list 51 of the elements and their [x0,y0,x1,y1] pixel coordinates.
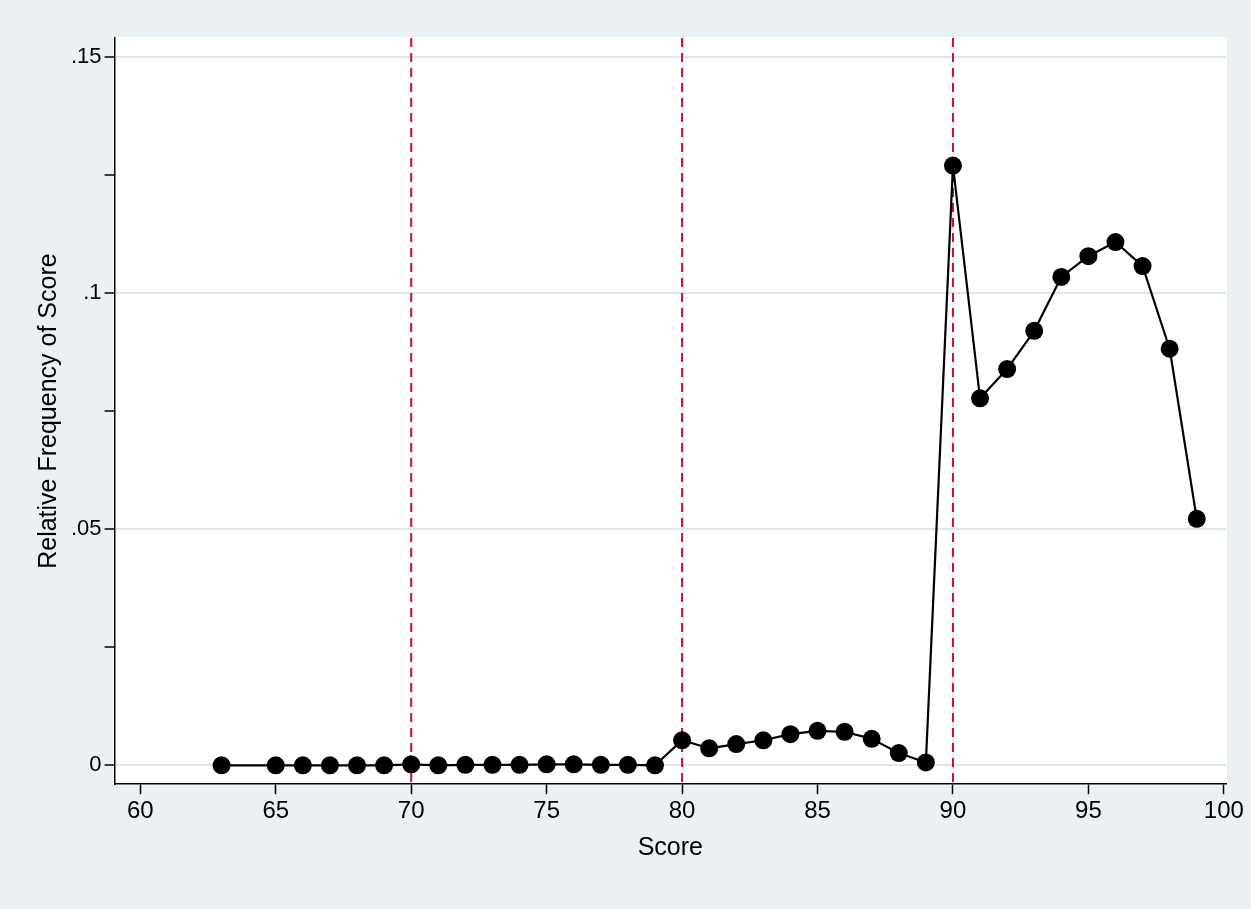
point [754,731,773,750]
point [456,755,475,774]
point [673,731,692,750]
point [510,755,529,774]
x-tick-label: 75 [533,796,560,824]
x-tick-label: 90 [939,796,967,824]
x-tick-label: 95 [1075,796,1102,824]
point [781,725,800,744]
point [618,755,637,774]
point [943,156,962,175]
x-tick-label: 60 [126,796,154,824]
point [700,739,719,758]
point [591,755,610,774]
point [293,756,312,775]
point [483,755,502,774]
x-tick-label: 80 [668,796,696,824]
point [1106,233,1125,252]
point [1133,257,1152,276]
point [998,360,1017,379]
point [1187,509,1206,528]
point [212,756,231,775]
point [916,753,935,772]
point [320,756,339,775]
point [645,756,664,775]
x-tick-label: 85 [804,796,831,824]
point [402,755,421,774]
point [808,721,827,740]
point [862,729,881,748]
x-tick-label: 70 [397,796,425,824]
point [889,744,908,763]
y-tick-label: .05 [70,515,102,541]
point [375,756,394,775]
point [971,389,990,408]
point [1160,339,1179,358]
point [266,756,285,775]
y-axis-title: Relative Frequency of Score [32,253,61,569]
point [537,755,556,774]
point [1052,267,1071,286]
point [1079,247,1098,266]
point [564,755,583,774]
point [348,756,367,775]
x-tick-label: 65 [262,796,290,824]
y-tick-label: .1 [83,279,102,305]
point [727,735,746,754]
y-tick-label: .15 [70,42,102,68]
point [429,756,448,775]
x-tick-label: 100 [1203,796,1244,824]
point [1025,321,1044,340]
y-tick-label: 0 [89,751,102,777]
x-axis-title: Score [637,831,703,860]
point [835,722,854,741]
